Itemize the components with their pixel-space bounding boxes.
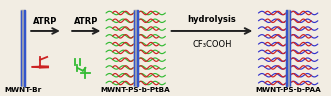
Bar xyxy=(286,10,287,86)
Bar xyxy=(24,10,25,86)
Text: MWNT-Br: MWNT-Br xyxy=(4,87,41,93)
Text: hydrolysis: hydrolysis xyxy=(188,15,236,24)
Bar xyxy=(21,10,22,86)
Bar xyxy=(137,10,138,86)
Text: CF₃COOH: CF₃COOH xyxy=(192,40,232,49)
Text: MWNT-PS-b-PtBA: MWNT-PS-b-PtBA xyxy=(101,87,170,93)
Text: ATRP: ATRP xyxy=(74,17,98,26)
Bar xyxy=(21,10,25,86)
Text: MWNT-PS-b-PAA: MWNT-PS-b-PAA xyxy=(255,87,321,93)
Text: ATRP: ATRP xyxy=(33,17,58,26)
Bar xyxy=(286,10,290,86)
Bar xyxy=(134,10,138,86)
